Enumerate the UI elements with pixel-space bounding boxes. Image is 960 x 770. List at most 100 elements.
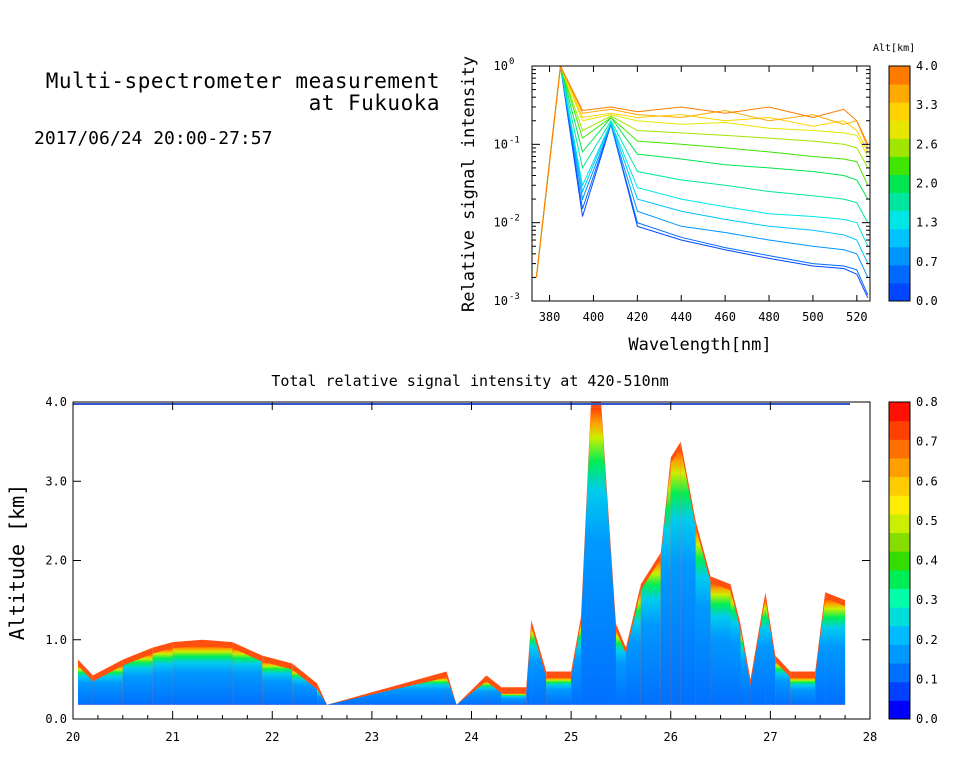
intensity-colorbar-swatch	[889, 513, 910, 534]
intensity-colorbar: 0.8 0.7 0.6 0.5 0.4 0.3 0.2 0.1 0.0	[888, 395, 938, 726]
spectrum-x-axis-label: Wavelength[nm]	[628, 335, 771, 355]
altitude-colorbar-frame	[888, 65, 911, 302]
altitude-colorbar-tick-label: 3.3	[916, 98, 938, 112]
altitude-colorbar-tick-label: 1.3	[916, 216, 938, 230]
heatmap-cloud-body	[601, 408, 616, 705]
spectrum-series-line	[535, 66, 869, 278]
heatmap-x-tick-label: 21	[165, 730, 179, 744]
heatmap-cloud-body	[486, 681, 502, 705]
altitude-colorbar: 4.0 3.3 2.6 2.0 1.3 0.7 0.0	[888, 59, 938, 308]
intensity-colorbar-swatch	[889, 700, 910, 720]
intensity-colorbar-swatch	[889, 588, 910, 608]
heatmap-cloud-body	[591, 408, 602, 705]
spectrum-series-line	[535, 66, 869, 278]
altitude-colorbar-tick-label: 2.0	[916, 177, 938, 191]
spectrum-series-line	[535, 66, 869, 299]
heatmap-cloud-body	[152, 648, 173, 705]
altitude-colorbar-tick-label: 0.7	[916, 255, 938, 269]
heatmap-cloud-body	[660, 463, 671, 705]
intensity-colorbar-swatch	[889, 663, 910, 683]
spectrum-x-tick-label: 500	[802, 310, 824, 324]
heatmap-cloud-body	[327, 677, 447, 705]
altitude-colorbar-swatch	[889, 282, 910, 302]
spectrum-series-line	[535, 66, 869, 278]
altitude-colorbar-swatch	[889, 174, 910, 194]
intensity-colorbar-frame	[888, 401, 911, 720]
heatmap-x-tick-label: 28	[863, 730, 877, 744]
heatmap-title: Total relative signal intensity at 420-5…	[271, 372, 668, 390]
heatmap-y-axis-label: Altitude [km]	[5, 484, 29, 641]
spectrum-y-tick-exponent: -3	[509, 292, 520, 302]
altitude-colorbar-tick-label: 2.6	[916, 137, 938, 151]
intensity-heatmap: Total relative signal intensity at 420-5…	[5, 372, 938, 744]
spectrum-series-line	[535, 66, 869, 278]
spectrum-x-tick-label: 400	[583, 310, 605, 324]
heatmap-cloud-body	[501, 693, 527, 705]
spectrum-series-line	[535, 66, 869, 278]
altitude-colorbar-swatch	[889, 192, 910, 212]
spectrum-series-line	[535, 66, 869, 278]
heatmap-cloud-body	[546, 677, 572, 705]
heatmap-cloud-body	[531, 625, 547, 705]
spectrum-x-tick-label: 440	[670, 310, 692, 324]
intensity-colorbar-tick-label: 0.8	[916, 395, 938, 409]
heatmap-cloud-body	[446, 677, 457, 705]
heatmap-x-tick-label: 26	[664, 730, 678, 744]
altitude-colorbar-swatch	[889, 120, 910, 139]
spectrum-y-tick-exponent: -1	[509, 135, 520, 145]
intensity-colorbar-swatch	[889, 551, 910, 571]
heatmap-x-tick-label: 20	[66, 730, 80, 744]
intensity-colorbar-swatch	[889, 625, 910, 645]
heatmap-cloud-body	[317, 689, 328, 705]
spectrum-x-tick-label: 480	[758, 310, 780, 324]
altitude-colorbar-swatch	[889, 66, 910, 85]
heatmap-y-tick-label: 0.0	[45, 712, 67, 726]
intensity-colorbar-swatch	[889, 457, 910, 478]
heatmap-x-tick-label: 23	[365, 730, 379, 744]
intensity-colorbar-tick-label: 0.5	[916, 514, 938, 528]
heatmap-cloud-body	[740, 629, 751, 705]
heatmap-cloud-body	[292, 669, 318, 705]
intensity-colorbar-tick-label: 0.0	[916, 712, 938, 726]
intensity-colorbar-swatch	[889, 495, 910, 515]
spectrum-series-line	[535, 66, 869, 296]
altitude-colorbar-swatch	[889, 84, 910, 103]
spectrum-series-line	[535, 66, 869, 278]
intensity-colorbar-swatch	[889, 644, 910, 664]
spectrum-x-tick-label: 520	[846, 310, 868, 324]
heatmap-cloud-body	[825, 598, 846, 705]
altitude-colorbar-swatch	[889, 102, 910, 121]
title-line-2: at Fukuoka	[308, 91, 440, 115]
spectrum-y-tick-label: 10	[494, 294, 508, 308]
spectrum-y-axis-label: Relative signal intensity	[459, 56, 479, 312]
altitude-colorbar-tick-label: 4.0	[916, 59, 938, 73]
altitude-colorbar-swatch	[889, 138, 910, 157]
heatmap-cloud-body	[790, 677, 816, 705]
intensity-colorbar-tick-label: 0.7	[916, 435, 938, 449]
spectrum-plot-frame	[531, 65, 871, 302]
heatmap-y-tick-label: 3.0	[45, 474, 67, 488]
title-line-1: Multi-spectrometer measurement	[45, 69, 440, 93]
spectrum-x-tick-label: 420	[627, 310, 649, 324]
heatmap-cloud-body	[775, 661, 791, 705]
altitude-colorbar-tick-label: 0.0	[916, 294, 938, 308]
heatmap-cloud-body	[581, 408, 592, 705]
intensity-colorbar-tick-label: 0.1	[916, 672, 938, 686]
spectrum-series-line	[535, 66, 869, 278]
altitude-colorbar-swatch	[889, 264, 910, 284]
heatmap-cloud-body	[625, 590, 641, 705]
heatmap-cloud-body	[526, 625, 532, 705]
intensity-colorbar-tick-label: 0.3	[916, 593, 938, 607]
spectrum-y-tick-exponent: 0	[509, 57, 514, 67]
heatmap-cloud-body	[680, 447, 696, 705]
heatmap-cloud-body	[750, 598, 766, 705]
heatmap-cloud-body	[571, 621, 582, 705]
heatmap-y-tick-label: 4.0	[45, 395, 67, 409]
spectrum-y-tick-label: 10	[494, 216, 508, 230]
intensity-colorbar-swatch	[889, 532, 910, 552]
spectrum-x-tick-label: 460	[714, 310, 736, 324]
intensity-colorbar-swatch	[889, 569, 910, 589]
spectrum-series-line	[535, 66, 869, 278]
